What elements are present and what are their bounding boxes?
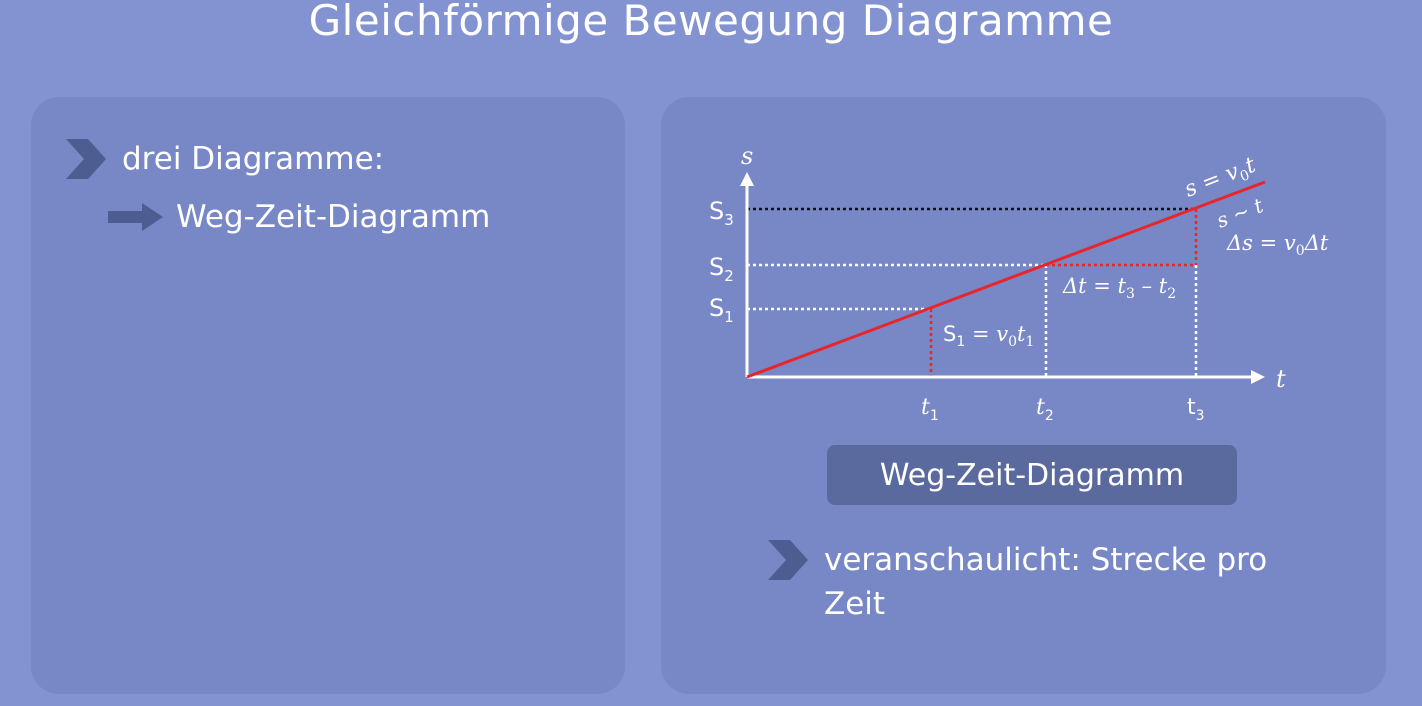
arrow-right-icon	[108, 203, 163, 231]
formula-s1: S1 = v0t1	[943, 322, 1034, 350]
y-tick-s3: S3	[709, 197, 734, 229]
sub-bullet-weg-zeit: Weg-Zeit-Diagramm	[108, 199, 490, 235]
diagram-name-label: Weg-Zeit-Diagramm	[827, 445, 1237, 505]
x-tick-t1: t1	[921, 395, 939, 424]
x-axis-arrow	[1251, 370, 1265, 384]
left-panel	[31, 97, 625, 694]
outro-chevron-row	[766, 538, 824, 582]
y-axis-label: s	[741, 142, 753, 170]
y-tick-s1: S1	[709, 294, 734, 326]
sub-bullet-text: Weg-Zeit-Diagramm	[176, 199, 491, 235]
outro-text: veranschaulicht: Strecke pro Zeit	[824, 542, 1268, 622]
chevron-right-icon	[768, 540, 808, 580]
x-tick-t3: t3	[1187, 395, 1205, 424]
x-tick-t2: t2	[1036, 395, 1054, 424]
chevron-right-icon	[66, 139, 106, 179]
bullet-drei-diagramme: drei Diagramme:	[64, 137, 384, 181]
bullet-text: drei Diagramme:	[122, 141, 385, 177]
y-tick-s2: S2	[709, 253, 734, 285]
formula-delta-t: Δt = t3 – t2	[1062, 274, 1176, 302]
right-panel	[661, 97, 1386, 694]
y-axis-arrow	[740, 172, 754, 186]
motion-line	[746, 180, 1266, 379]
page-title: Gleichförmige Bewegung Diagramme	[308, 0, 1114, 45]
x-axis-label: t	[1276, 365, 1286, 393]
formula-delta-s: Δs = v0Δt	[1226, 231, 1329, 259]
